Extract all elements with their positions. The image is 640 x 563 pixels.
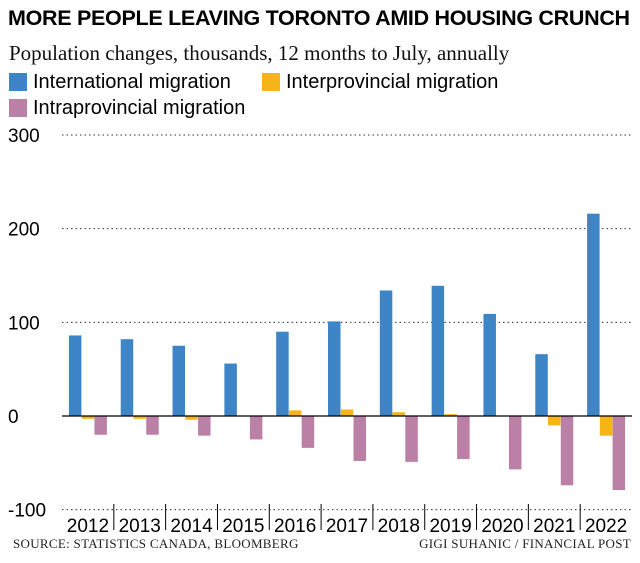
- x-tick-label-2022: 2022: [585, 516, 627, 537]
- bar-international-migration-2021: [535, 354, 548, 416]
- source-note: SOURCE: STATISTICS CANADA, BLOOMBERG: [13, 536, 299, 551]
- chart-title: MORE PEOPLE LEAVING TORONTO AMID HOUSING…: [8, 6, 630, 30]
- y-tick-label-300: 300: [8, 126, 40, 147]
- legend-swatch-international: [9, 73, 27, 91]
- x-tick-label-2015: 2015: [222, 516, 264, 537]
- bar-intraprovincial-migration-2014: [198, 416, 211, 436]
- x-tick-label-2017: 2017: [326, 516, 368, 537]
- bar-intraprovincial-migration-2012: [94, 416, 107, 435]
- x-tick-label-2016: 2016: [274, 516, 316, 537]
- y-tick-label-200: 200: [8, 220, 40, 241]
- bar-intraprovincial-migration-2013: [146, 416, 159, 435]
- bar-intraprovincial-migration-2021: [560, 416, 574, 486]
- bar-international-migration-2022: [587, 213, 600, 416]
- bar-intraprovincial-migration-2016: [301, 416, 315, 448]
- bar-interprovincial-migration-2019: [444, 414, 457, 416]
- x-tick-label-2021: 2021: [533, 516, 575, 537]
- bar-international-migration-2013: [120, 339, 134, 416]
- y-tick-label--100: -100: [8, 501, 46, 522]
- legend-interprovincial: Interprovincial migration: [262, 70, 498, 94]
- bar-international-migration-2016: [276, 331, 289, 416]
- bar-interprovincial-migration-2014: [185, 416, 198, 420]
- bar-international-migration-2014: [172, 345, 186, 416]
- bar-intraprovincial-migration-2020: [508, 416, 522, 470]
- legend-label-interprovincial: Interprovincial migration: [286, 70, 499, 93]
- bar-international-migration-2015: [224, 363, 237, 416]
- bar-interprovincial-migration-2018: [392, 412, 406, 416]
- bar-interprovincial-migration-2017: [340, 409, 354, 416]
- legend-label-intraprovincial: Intraprovincial migration: [33, 96, 246, 119]
- bar-interprovincial-migration-2016: [288, 410, 302, 416]
- bar-international-migration-2018: [379, 290, 393, 416]
- bar-intraprovincial-migration-2018: [405, 416, 418, 462]
- bar-interprovincial-migration-2022: [599, 416, 613, 436]
- bar-interprovincial-migration-2021: [548, 416, 561, 426]
- y-tick-label-0: 0: [8, 407, 19, 428]
- x-tick-label-2012: 2012: [67, 516, 109, 537]
- legend-international: International migration: [9, 70, 231, 94]
- legend-label-international: International migration: [33, 70, 231, 93]
- y-tick-label-100: 100: [8, 313, 40, 334]
- x-tick-label-2013: 2013: [119, 516, 161, 537]
- chart-subtitle: Population changes, thousands, 12 months…: [9, 41, 510, 65]
- bar-interprovincial-migration-2012: [81, 416, 95, 419]
- bar-international-migration-2020: [483, 313, 496, 416]
- bar-international-migration-2017: [328, 321, 341, 416]
- x-tick-label-2019: 2019: [429, 516, 471, 537]
- x-tick-label-2014: 2014: [170, 516, 213, 537]
- bar-intraprovincial-migration-2015: [249, 416, 263, 440]
- bar-international-migration-2012: [68, 335, 82, 416]
- bar-intraprovincial-migration-2022: [612, 416, 626, 490]
- legend-swatch-intraprovincial: [9, 99, 27, 117]
- bar-interprovincial-migration-2013: [133, 416, 146, 419]
- x-tick-label-2018: 2018: [378, 516, 420, 537]
- legend-swatch-interprovincial: [262, 73, 280, 91]
- legend-intraprovincial: Intraprovincial migration: [9, 96, 245, 120]
- x-tick-label-2020: 2020: [481, 516, 523, 537]
- credit-note: GIGI SUHANIC / FINANCIAL POST: [419, 536, 631, 551]
- bar-international-migration-2019: [431, 285, 445, 416]
- bar-intraprovincial-migration-2017: [353, 416, 366, 461]
- bar-intraprovincial-migration-2019: [457, 416, 470, 460]
